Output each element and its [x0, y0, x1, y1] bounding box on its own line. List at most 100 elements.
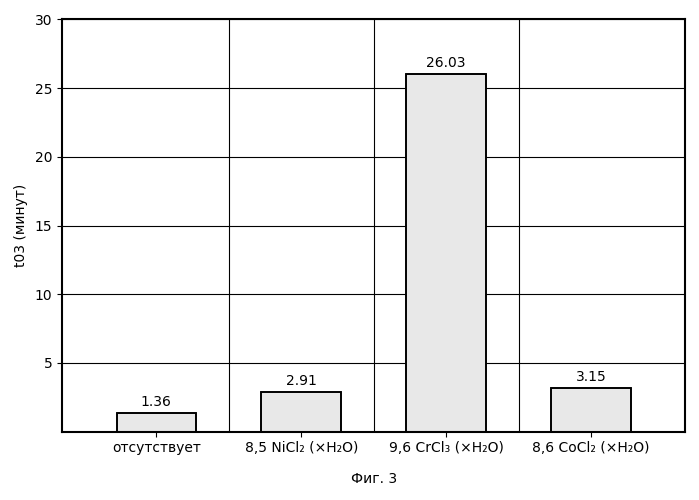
- Point: [568, 398, 579, 406]
- Point: [410, 80, 421, 88]
- Point: [307, 401, 318, 409]
- Point: [461, 340, 472, 347]
- Point: [459, 253, 470, 261]
- Point: [418, 98, 429, 106]
- Point: [599, 392, 610, 400]
- Point: [438, 211, 449, 219]
- Point: [456, 272, 468, 280]
- Point: [454, 304, 465, 312]
- Point: [415, 368, 426, 376]
- Point: [405, 116, 416, 124]
- Point: [456, 246, 468, 254]
- Point: [442, 358, 453, 366]
- Point: [444, 154, 455, 162]
- Point: [470, 210, 482, 218]
- Point: [455, 400, 466, 408]
- Point: [428, 292, 440, 300]
- Point: [315, 424, 326, 432]
- Point: [440, 295, 452, 303]
- Point: [410, 283, 421, 291]
- Point: [301, 397, 312, 405]
- Point: [447, 92, 459, 100]
- Point: [273, 400, 284, 407]
- Point: [593, 420, 605, 428]
- Point: [409, 404, 420, 412]
- Point: [265, 398, 276, 406]
- Point: [427, 104, 438, 112]
- Point: [433, 410, 444, 418]
- Point: [418, 396, 429, 404]
- Point: [424, 305, 435, 313]
- Point: [461, 351, 473, 359]
- Point: [605, 424, 616, 432]
- Point: [471, 211, 482, 219]
- Point: [441, 420, 452, 428]
- Point: [411, 329, 422, 337]
- Point: [414, 266, 425, 274]
- Point: [435, 193, 447, 201]
- Point: [261, 422, 272, 430]
- Point: [451, 181, 462, 189]
- Point: [469, 257, 480, 265]
- Point: [454, 423, 465, 431]
- Point: [433, 123, 444, 131]
- Point: [412, 228, 424, 236]
- Point: [438, 168, 449, 175]
- Point: [138, 426, 149, 434]
- Point: [159, 420, 170, 428]
- Point: [447, 226, 458, 234]
- Point: [622, 408, 633, 416]
- Point: [447, 221, 459, 229]
- Point: [426, 166, 438, 173]
- Point: [472, 354, 483, 362]
- Point: [298, 422, 309, 430]
- Point: [461, 302, 473, 310]
- Point: [416, 186, 427, 194]
- Point: [439, 380, 450, 388]
- Point: [475, 206, 487, 214]
- Point: [567, 402, 578, 409]
- Point: [469, 314, 480, 322]
- Point: [456, 269, 468, 277]
- Point: [310, 395, 322, 403]
- Point: [427, 327, 438, 335]
- Point: [435, 154, 447, 162]
- Point: [624, 403, 635, 411]
- Point: [588, 424, 599, 432]
- Point: [428, 248, 440, 256]
- Point: [258, 424, 269, 432]
- Point: [477, 418, 488, 426]
- Point: [412, 98, 424, 106]
- Point: [405, 424, 417, 432]
- Point: [565, 410, 577, 418]
- Point: [448, 314, 459, 322]
- Point: [426, 119, 437, 127]
- Point: [453, 279, 464, 287]
- Point: [278, 416, 289, 424]
- Point: [313, 398, 324, 406]
- Point: [404, 152, 415, 160]
- Point: [450, 406, 461, 414]
- Point: [318, 400, 329, 408]
- Point: [260, 410, 271, 418]
- Point: [575, 425, 586, 433]
- Point: [435, 128, 446, 136]
- Point: [424, 246, 435, 254]
- Point: [445, 215, 456, 223]
- Point: [163, 410, 174, 418]
- Point: [437, 359, 448, 367]
- Point: [468, 90, 480, 98]
- Point: [403, 174, 415, 182]
- Point: [463, 217, 474, 225]
- Point: [443, 189, 454, 197]
- Point: [425, 164, 436, 172]
- Point: [474, 186, 485, 194]
- Point: [460, 126, 471, 134]
- Point: [429, 141, 440, 149]
- Point: [440, 242, 452, 250]
- Point: [417, 226, 428, 234]
- Point: [408, 305, 419, 313]
- Point: [413, 215, 424, 223]
- Point: [479, 283, 490, 291]
- Point: [283, 416, 294, 424]
